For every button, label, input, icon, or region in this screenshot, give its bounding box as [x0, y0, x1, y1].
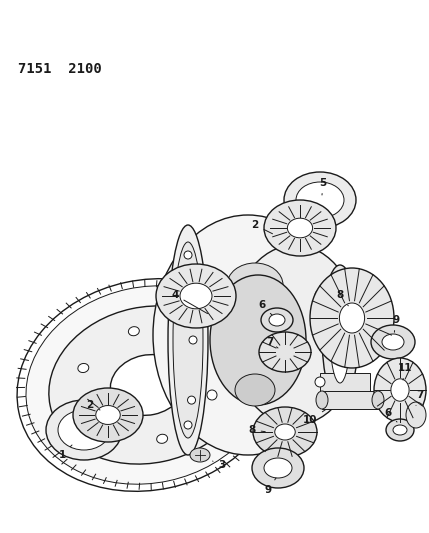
Ellipse shape	[193, 344, 204, 353]
Ellipse shape	[207, 398, 218, 407]
Ellipse shape	[382, 334, 404, 350]
Ellipse shape	[259, 332, 311, 372]
Ellipse shape	[235, 374, 275, 406]
Ellipse shape	[315, 377, 325, 387]
Ellipse shape	[210, 275, 306, 405]
Ellipse shape	[264, 200, 336, 256]
Text: 11: 11	[398, 363, 412, 380]
Ellipse shape	[153, 215, 343, 455]
Text: 4: 4	[171, 290, 208, 313]
Ellipse shape	[287, 218, 313, 238]
Ellipse shape	[330, 287, 350, 383]
Ellipse shape	[310, 268, 394, 368]
Ellipse shape	[230, 245, 360, 425]
Ellipse shape	[371, 325, 415, 359]
Ellipse shape	[58, 410, 110, 450]
Ellipse shape	[156, 264, 236, 328]
Ellipse shape	[296, 182, 344, 218]
Ellipse shape	[207, 390, 217, 400]
Ellipse shape	[284, 172, 356, 228]
Ellipse shape	[374, 358, 426, 422]
Text: 9: 9	[264, 478, 276, 495]
Polygon shape	[322, 391, 378, 409]
Ellipse shape	[73, 388, 143, 442]
Ellipse shape	[391, 379, 409, 401]
Ellipse shape	[168, 225, 208, 455]
Ellipse shape	[190, 448, 210, 462]
Ellipse shape	[264, 458, 292, 478]
Ellipse shape	[187, 276, 196, 284]
Ellipse shape	[92, 417, 103, 426]
Ellipse shape	[128, 327, 139, 336]
Text: 9: 9	[393, 315, 399, 332]
Polygon shape	[320, 373, 370, 397]
Ellipse shape	[207, 283, 217, 293]
Ellipse shape	[339, 303, 365, 333]
Ellipse shape	[372, 391, 384, 409]
Ellipse shape	[189, 336, 197, 344]
Ellipse shape	[184, 421, 192, 429]
Text: 5: 5	[319, 178, 326, 195]
Ellipse shape	[110, 354, 186, 415]
Ellipse shape	[157, 434, 168, 443]
Text: 6: 6	[384, 408, 397, 422]
Ellipse shape	[96, 406, 120, 424]
Ellipse shape	[227, 263, 283, 307]
Ellipse shape	[187, 396, 196, 404]
Ellipse shape	[322, 265, 358, 405]
Ellipse shape	[269, 314, 285, 326]
Text: 7: 7	[416, 390, 424, 406]
Ellipse shape	[252, 448, 304, 488]
Ellipse shape	[393, 425, 407, 435]
Text: 7: 7	[266, 337, 278, 348]
Ellipse shape	[316, 391, 328, 409]
Ellipse shape	[17, 279, 279, 491]
Text: 1: 1	[58, 445, 72, 460]
Text: 8: 8	[336, 290, 348, 306]
Text: 3: 3	[212, 460, 226, 470]
Text: 6: 6	[258, 300, 272, 315]
Ellipse shape	[78, 364, 89, 373]
Ellipse shape	[46, 400, 122, 460]
Ellipse shape	[315, 290, 325, 300]
Ellipse shape	[261, 308, 293, 332]
Text: 7151  2100: 7151 2100	[18, 62, 102, 76]
Text: 2: 2	[86, 400, 100, 410]
Text: 10: 10	[303, 409, 326, 425]
Text: 2: 2	[251, 220, 272, 234]
Ellipse shape	[386, 419, 414, 441]
Ellipse shape	[49, 306, 247, 464]
Ellipse shape	[253, 407, 317, 457]
Ellipse shape	[275, 424, 295, 440]
Ellipse shape	[406, 402, 426, 428]
Ellipse shape	[184, 251, 192, 259]
Text: 8: 8	[248, 425, 265, 435]
Ellipse shape	[180, 283, 212, 309]
Ellipse shape	[173, 242, 203, 438]
Ellipse shape	[26, 286, 270, 484]
